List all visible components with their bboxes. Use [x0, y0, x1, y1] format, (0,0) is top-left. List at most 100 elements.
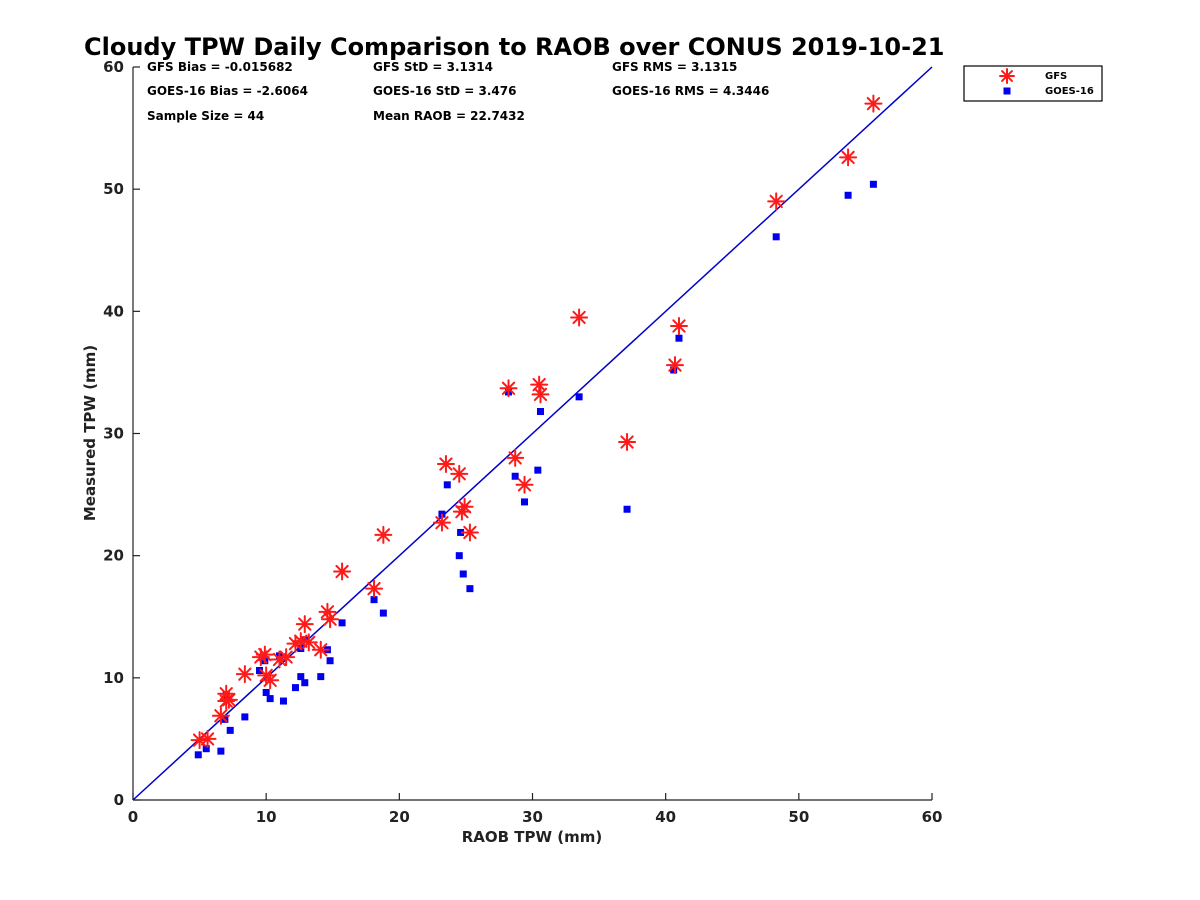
- y-tick-label: 40: [103, 302, 124, 320]
- legend: GFS GOES-16: [963, 65, 1103, 102]
- legend-gfs-label: GFS: [1045, 71, 1067, 82]
- stats-block: GFS Bias = -0.015682 GFS StD = 3.1314 GF…: [147, 60, 769, 123]
- stat-gfs-bias: GFS Bias = -0.015682: [147, 60, 293, 74]
- x-tick-label: 40: [655, 808, 676, 826]
- goes16-point: [370, 596, 378, 604]
- x-tick-label: 0: [128, 808, 138, 826]
- gfs-point: [665, 356, 684, 375]
- x-tick-label: 30: [522, 808, 543, 826]
- goes16-point: [443, 481, 451, 489]
- x-tick-label: 60: [922, 808, 943, 826]
- y-ticks: 0 10 20 30 40 50 60: [103, 58, 140, 809]
- goes16-point: [521, 498, 529, 506]
- gfs-point: [669, 316, 688, 335]
- gfs-point: [499, 379, 518, 398]
- legend-goes-marker: [1003, 87, 1011, 95]
- goes16-point: [623, 505, 631, 513]
- gfs-point: [219, 690, 238, 709]
- goes16-point: [457, 528, 465, 536]
- goes16-point: [575, 393, 583, 401]
- gfs-point: [291, 632, 310, 651]
- goes16-point: [241, 713, 249, 721]
- legend-goes-label: GOES-16: [1045, 86, 1094, 97]
- gfs-point: [321, 610, 340, 629]
- gfs-point: [333, 562, 352, 581]
- stat-goes-std: GOES-16 StD = 3.476: [373, 84, 516, 98]
- goes16-point: [297, 673, 305, 681]
- gfs-point: [277, 648, 296, 667]
- gfs-point: [365, 579, 384, 598]
- goes16-point: [317, 673, 325, 681]
- goes16-point: [266, 695, 274, 703]
- goes16-point: [338, 619, 346, 627]
- goes16-point: [202, 745, 210, 753]
- gfs-point: [839, 148, 858, 167]
- goes16-point: [459, 570, 467, 578]
- gfs-point: [299, 633, 318, 652]
- gfs-point: [460, 523, 479, 542]
- y-axis-label: Measured TPW (mm): [81, 345, 99, 521]
- x-tick-label: 10: [256, 808, 277, 826]
- goes16-point: [217, 747, 225, 755]
- goes16-point: [536, 408, 544, 416]
- stat-gfs-rms: GFS RMS = 3.1315: [612, 60, 737, 74]
- goes16-point: [326, 657, 334, 665]
- goes16-point: [869, 180, 877, 188]
- goes16-point: [466, 585, 474, 593]
- y-tick-label: 0: [114, 791, 124, 809]
- gfs-point: [255, 645, 274, 664]
- stat-gfs-std: GFS StD = 3.1314: [373, 60, 493, 74]
- x-tick-label: 50: [788, 808, 809, 826]
- gfs-point: [211, 706, 230, 725]
- y-tick-label: 10: [103, 669, 124, 687]
- gfs-point: [450, 464, 469, 483]
- gfs-point: [531, 385, 550, 404]
- x-axis-label: RAOB TPW (mm): [462, 828, 603, 846]
- y-tick-label: 60: [103, 58, 124, 76]
- gfs-point: [864, 94, 883, 113]
- goes16-point: [772, 233, 780, 241]
- gfs-point: [311, 640, 330, 659]
- gfs-point: [515, 475, 534, 494]
- goes16-point: [379, 609, 387, 617]
- gfs-point: [198, 729, 217, 748]
- goes16-point: [194, 751, 202, 759]
- x-ticks: 0 10 20 30 40 50 60: [128, 793, 943, 826]
- goes16-point: [675, 334, 683, 342]
- goes16-point: [301, 636, 309, 644]
- stat-mean-raob: Mean RAOB = 22.7432: [373, 109, 525, 123]
- gfs-point: [618, 433, 637, 452]
- goes16-point: [534, 466, 542, 474]
- goes16-point: [455, 552, 463, 560]
- goes16-point: [291, 684, 299, 692]
- chart-title: Cloudy TPW Daily Comparison to RAOB over…: [84, 33, 944, 61]
- gfs-point: [261, 671, 280, 690]
- gfs-point: [455, 497, 474, 516]
- legend-box: [963, 65, 1103, 102]
- series-goes16: [194, 180, 877, 759]
- square-icon: [1003, 87, 1011, 95]
- series-gfs: [190, 94, 883, 750]
- asterisk-icon: [999, 68, 1015, 84]
- x-tick-label: 20: [389, 808, 410, 826]
- goes16-point: [301, 679, 309, 687]
- goes16-point: [844, 191, 852, 199]
- gfs-point: [436, 455, 455, 474]
- gfs-point: [506, 448, 525, 467]
- goes16-point: [279, 697, 287, 705]
- gfs-point: [767, 192, 786, 211]
- goes16-point: [256, 667, 264, 675]
- gfs-point: [432, 513, 451, 532]
- stat-sample-size: Sample Size = 44: [147, 109, 264, 123]
- y-tick-label: 30: [103, 425, 124, 443]
- gfs-point: [235, 665, 254, 684]
- goes16-point: [670, 366, 678, 374]
- gfs-point: [570, 308, 589, 327]
- goes16-point: [262, 688, 270, 696]
- gfs-point: [374, 525, 393, 544]
- y-tick-label: 50: [103, 180, 124, 198]
- stat-goes-bias: GOES-16 Bias = -2.6064: [147, 84, 308, 98]
- gfs-point: [295, 615, 314, 634]
- y-tick-label: 20: [103, 547, 124, 565]
